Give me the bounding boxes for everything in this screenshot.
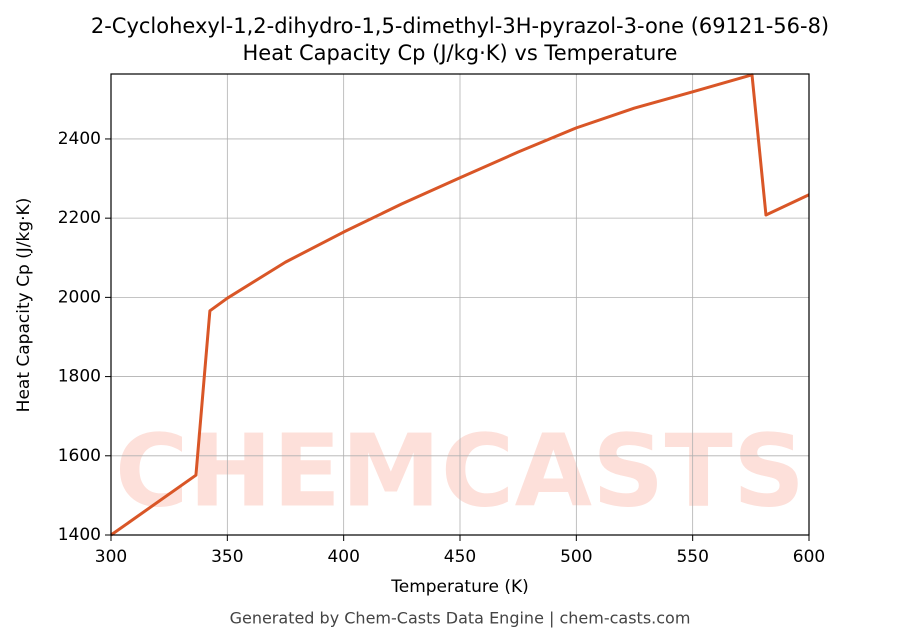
chart-title: 2-Cyclohexyl-1,2-dihydro-1,5-dimethyl-3H… [91,14,829,38]
footer: Generated by Chem-Casts Data Engine | ch… [230,609,691,628]
x-tick-label: 350 [211,547,243,567]
y-axis-label: Heat Capacity Cp (J/kg·K) [14,198,34,413]
plot-frame [110,73,810,536]
y-tick-label: 2200 [58,208,101,228]
x-tick-label: 450 [444,547,476,567]
x-axis-label: Temperature (K) [390,577,529,597]
chart-subtitle: Heat Capacity Cp (J/kg·K) vs Temperature [243,41,678,65]
x-tick-label: 400 [327,547,359,567]
data-line [110,73,810,537]
y-tick-label: 1800 [58,367,101,387]
y-tick-label: 1600 [58,446,101,466]
y-tick-label: 2400 [58,129,101,149]
y-tick-label: 1400 [58,525,101,545]
x-tick-label: 300 [95,547,127,567]
x-tick-label: 500 [560,547,592,567]
x-tick-label: 550 [676,547,708,567]
x-tick-label: 600 [793,547,825,567]
y-tick-label: 2000 [58,287,101,307]
